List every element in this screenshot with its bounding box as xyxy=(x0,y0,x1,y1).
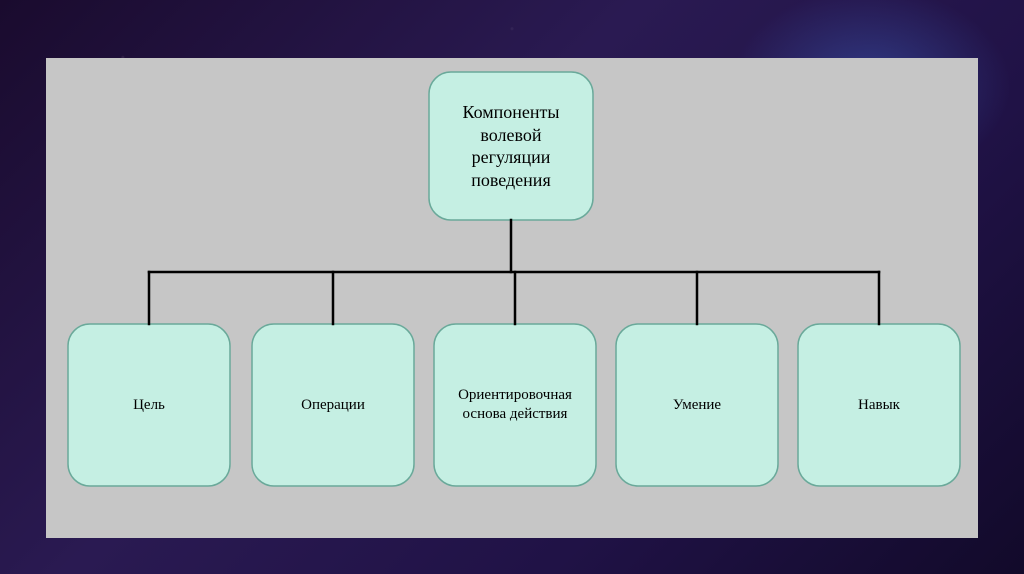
child-label: Цель xyxy=(133,396,165,415)
diagram-slide: Компоненты волевой регуляции поведения Ц… xyxy=(46,58,978,538)
child-node-4: Навык xyxy=(798,324,960,486)
child-label: Ориентировочная основа действия xyxy=(458,386,572,424)
child-label: Операции xyxy=(301,396,365,415)
child-node-2: Ориентировочная основа действия xyxy=(434,324,596,486)
child-label: Навык xyxy=(858,396,900,415)
root-node: Компоненты волевой регуляции поведения xyxy=(429,72,593,220)
child-node-1: Операции xyxy=(252,324,414,486)
child-node-3: Умение xyxy=(616,324,778,486)
connector-group xyxy=(149,220,879,324)
child-label: Умение xyxy=(673,396,721,415)
child-node-0: Цель xyxy=(68,324,230,486)
root-label: Компоненты волевой регуляции поведения xyxy=(462,101,559,191)
